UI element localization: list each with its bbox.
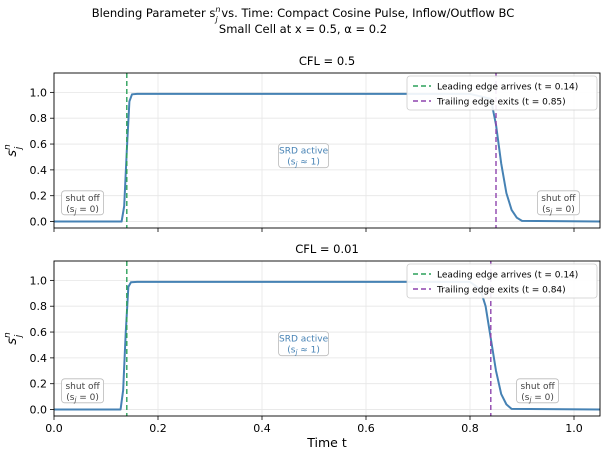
y-tick-label: 0.2 [30,378,48,391]
annotation-line2: (sj = 0) [66,393,99,404]
legend-entry: Leading edge arrives (t = 0.14) [437,271,578,281]
figure-subtitle: Small Cell at x = 0.5, α = 0.2 [219,22,387,36]
y-axis-label-sub: j [14,334,24,339]
y-tick-label: 0.8 [30,300,48,313]
y-tick-label: 1.0 [30,274,48,287]
y-tick-label: 0.6 [30,326,48,339]
y-axis-label-base: s [5,150,20,157]
annotation-off-right: shut off(sj = 0) [516,378,559,404]
x-tick-label: 0.4 [253,422,271,435]
y-tick-label: 0.4 [30,164,48,177]
annotation-line2-a: (s [521,393,530,403]
annotation-line2-a: (s [287,346,296,356]
annotation-line2-b: = 0) [552,205,575,215]
annotation-line2-sub: j [549,208,552,216]
legend: Leading edge arrives (t = 0.14) Trailing … [406,263,598,299]
annotation-line2-b: = 0) [531,393,554,403]
annotation-active: SRD active(sj ≈ 1) [278,331,330,357]
legend-entry: Trailing edge exits (t = 0.85) [436,98,566,108]
annotation-line2-a: (s [287,158,296,168]
annotation-line1: SRD active [279,147,329,157]
y-axis-label: snj [3,144,24,157]
y-axis-label-sub: j [14,146,24,151]
annotation-line2-sub: j [73,396,76,404]
y-axis-label-base: s [5,338,20,345]
annotation-box [516,378,559,404]
plot-frame [53,260,601,417]
annotation-line1: shut off [520,382,555,392]
x-tick-label: 0.8 [461,422,479,435]
legend-box [406,75,598,111]
chart-panel-2: CFL = 0.01 0.0 0.2 0.4 0.6 0.8 1.0 0.0 0.2 0.4 0.6… [3,242,601,450]
y-tick-label: 0.2 [30,190,48,203]
y-tick-label: 0.0 [30,216,48,229]
y-axis-label-sup: n [3,332,13,338]
annotation-line2: (sj ≈ 1) [287,158,320,169]
annotation-line2-sub: j [294,349,297,357]
panel-title: CFL = 0.01 [295,242,359,256]
annotation-box [61,190,104,216]
annotation-line2: (sj ≈ 1) [287,346,320,357]
annotation-line2-b: ≈ 1) [297,346,320,356]
annotation-line1: shut off [65,382,100,392]
x-axis-label: Time t [306,435,347,450]
plot-frame [53,72,601,229]
x-tick-label: 1.0 [565,422,583,435]
annotation-line2-b: = 0) [76,393,99,403]
annotation-box [278,331,330,357]
annotation-line2: (sj = 0) [542,205,575,216]
figure-title: Blending Parameter sn j vs. Time: Compact… [92,5,515,24]
annotation-line1: shut off [65,194,100,204]
x-tick-label: 0.6 [357,422,375,435]
legend: Leading edge arrives (t = 0.14) Trailing … [406,75,598,111]
annotation-line2: (sj = 0) [66,205,99,216]
annotation-off-right: shut off(sj = 0) [537,190,580,216]
annotation-line2-a: (s [66,393,75,403]
panel-title: CFL = 0.5 [299,54,355,68]
y-axis-label: snj [3,332,24,345]
annotation-line1: shut off [541,194,576,204]
annotation-off-left: shut off(sj = 0) [61,190,104,216]
annotation-active: SRD active(sj ≈ 1) [278,143,330,169]
annotation-line2-sub: j [294,161,297,169]
annotation-off-left: shut off(sj = 0) [61,378,104,404]
annotation-line2: (sj = 0) [521,393,554,404]
annotation-box [278,143,330,169]
y-tick-label: 0.8 [30,112,48,125]
annotation-line2-sub: j [73,208,76,216]
annotation-line2-sub: j [528,396,531,404]
y-tick-label: 1.0 [30,86,48,99]
y-tick-label: 0.0 [30,404,48,417]
legend-entry: Leading edge arrives (t = 0.14) [437,83,578,93]
y-tick-label: 0.4 [30,352,48,365]
annotation-line1: SRD active [279,335,329,345]
annotation-line2-a: (s [542,205,551,215]
annotation-box [537,190,580,216]
legend-entry: Trailing edge exits (t = 0.84) [436,286,566,296]
y-tick-label: 0.6 [30,138,48,151]
annotation-line2-b: = 0) [76,205,99,215]
annotation-line2-b: ≈ 1) [297,158,320,168]
annotation-line2-a: (s [66,205,75,215]
legend-box [406,263,598,299]
y-axis-label-sup: n [3,144,13,150]
annotation-box [61,378,104,404]
x-tick-label: 0.2 [149,422,167,435]
x-tick-label: 0.0 [45,422,63,435]
